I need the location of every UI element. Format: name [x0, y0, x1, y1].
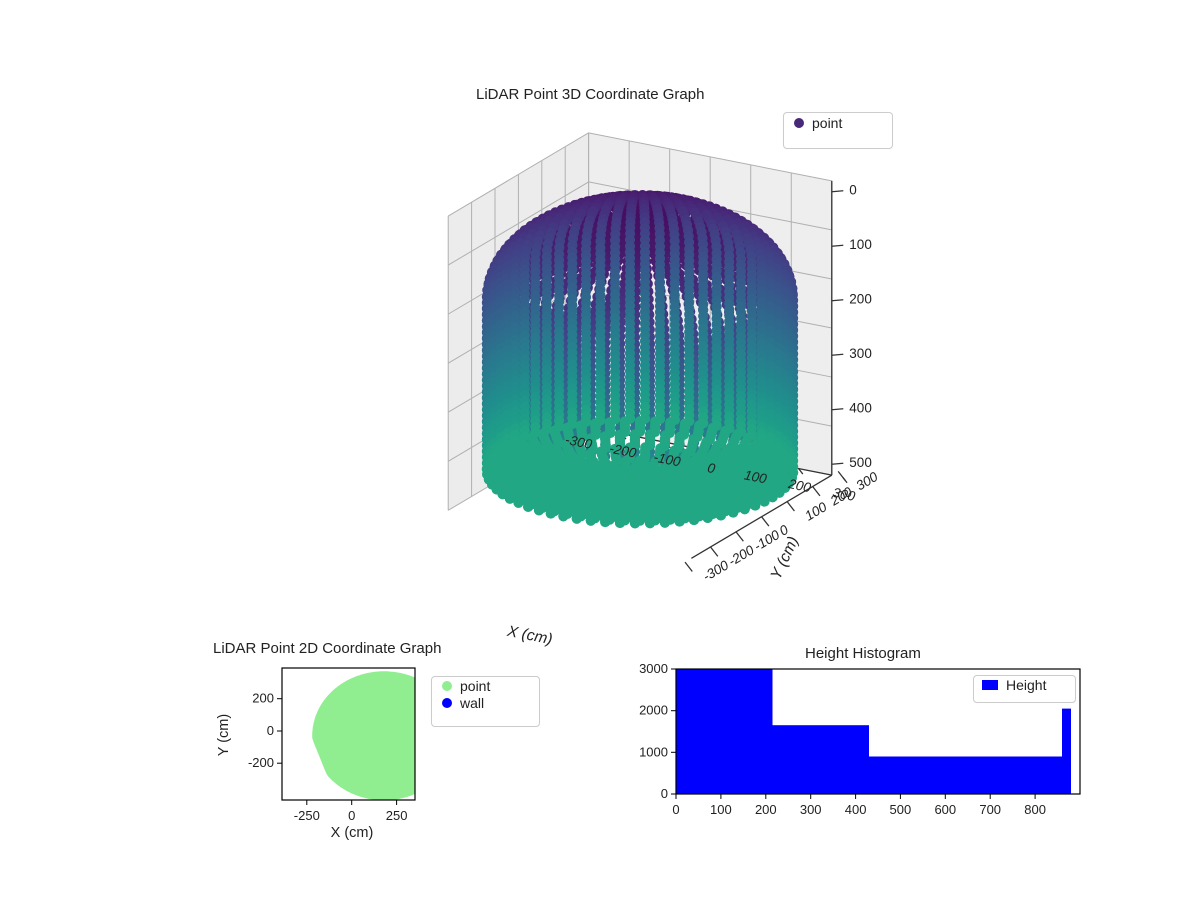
- svg-text:600: 600: [934, 802, 956, 817]
- svg-text:400: 400: [845, 802, 867, 817]
- svg-text:0: 0: [672, 802, 679, 817]
- svg-text:500: 500: [890, 802, 912, 817]
- svg-text:700: 700: [979, 802, 1001, 817]
- svg-text:800: 800: [1024, 802, 1046, 817]
- svg-text:200: 200: [755, 802, 777, 817]
- svg-text:100: 100: [710, 802, 732, 817]
- svg-text:2000: 2000: [639, 703, 668, 718]
- svg-text:3000: 3000: [639, 661, 668, 676]
- svg-text:1000: 1000: [639, 744, 668, 759]
- svg-text:0: 0: [661, 786, 668, 801]
- svg-text:300: 300: [800, 802, 822, 817]
